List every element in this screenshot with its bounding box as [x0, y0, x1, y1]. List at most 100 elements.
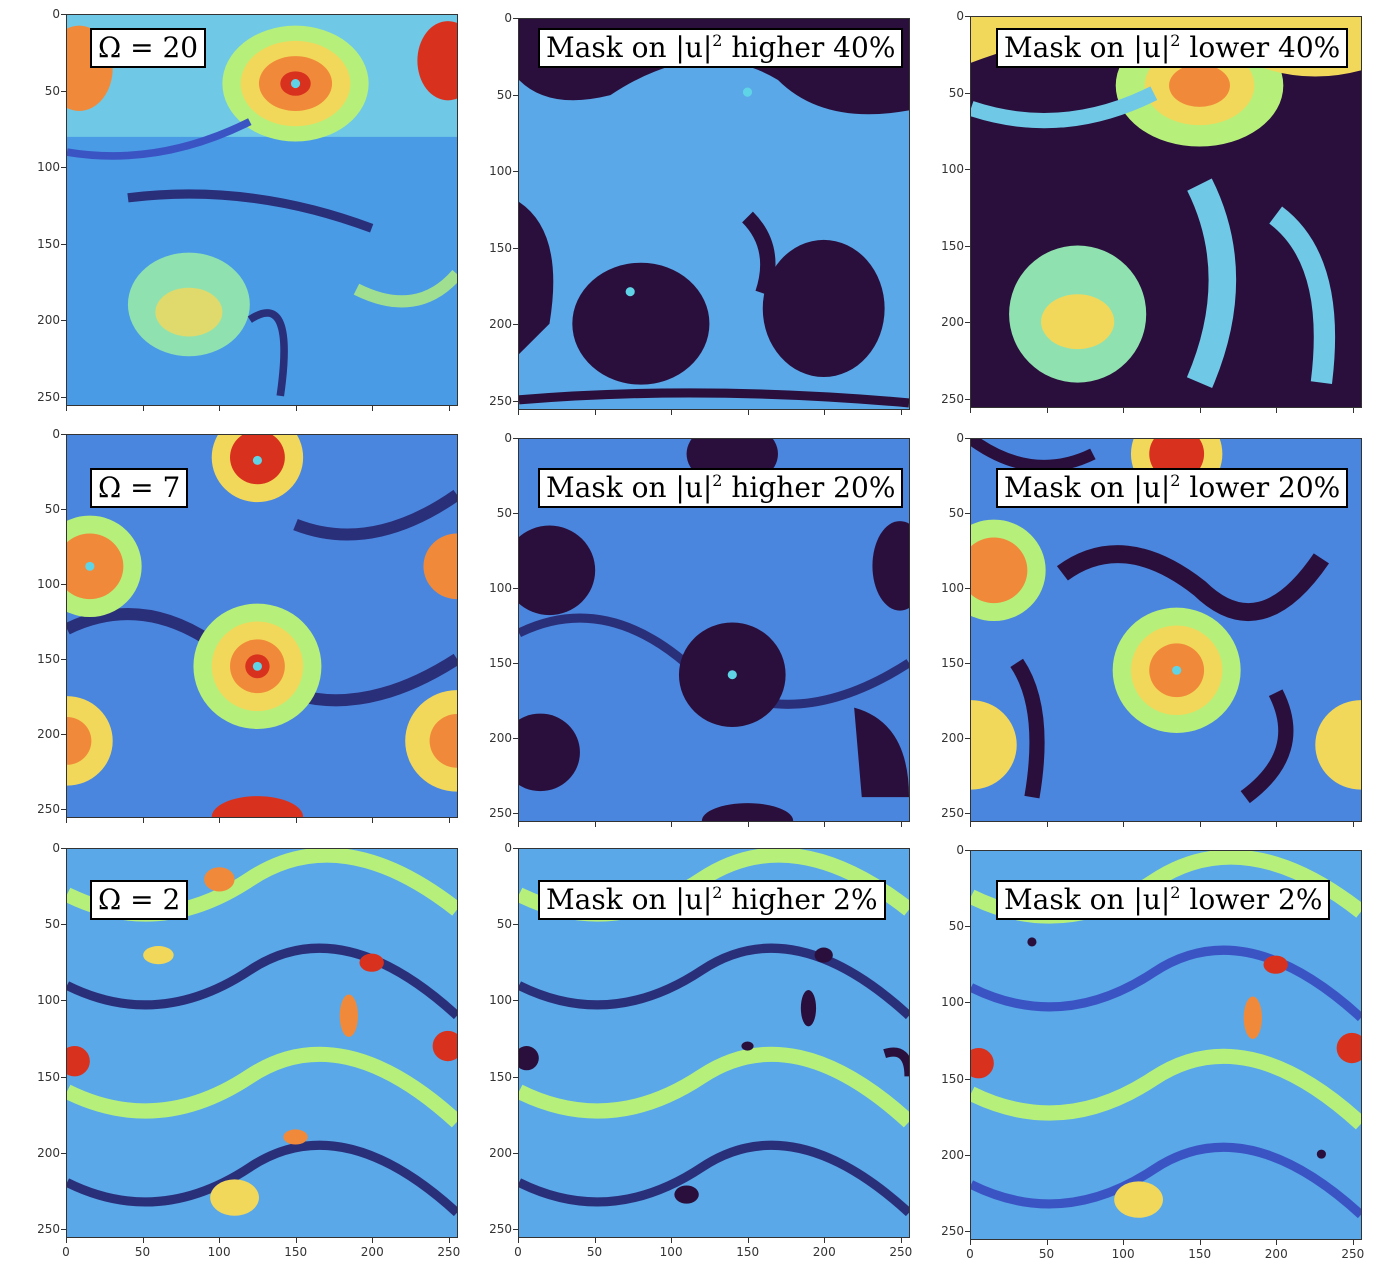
panel-title: Mask on |u|2 higher 2% [538, 880, 886, 920]
y-tick-label: 150 [941, 1071, 964, 1086]
y-tick-mark [513, 1228, 518, 1230]
x-tick-mark [1276, 822, 1278, 827]
y-tick-label: 100 [941, 162, 964, 177]
y-tick-mark [61, 848, 66, 849]
x-tick-mark [219, 818, 221, 823]
x-tick-mark [518, 822, 519, 827]
y-tick-label: 250 [941, 1223, 964, 1238]
y-tick-mark [965, 663, 970, 664]
y-tick-label: 50 [44, 917, 60, 932]
x-tick-mark [970, 1240, 971, 1245]
y-tick-label: 150 [941, 238, 964, 253]
x-tick-mark [1276, 408, 1278, 413]
y-tick-mark [965, 438, 970, 439]
y-tick-mark [965, 245, 970, 247]
y-tick-mark [965, 738, 970, 739]
mask-plot [518, 18, 910, 410]
y-tick-mark [965, 1154, 970, 1156]
y-tick-label: 0 [504, 431, 512, 445]
x-tick-mark [747, 410, 749, 415]
panel-title: Mask on |u|2 lower 20% [996, 468, 1349, 508]
y-tick-label: 0 [52, 7, 60, 21]
y-tick-mark [61, 1000, 66, 1002]
x-tick-mark [1046, 822, 1048, 827]
y-tick-mark [513, 247, 518, 249]
x-tick-mark [142, 1238, 144, 1243]
x-tick-mark [372, 406, 374, 411]
y-tick-label: 150 [37, 652, 60, 666]
x-tick-label: 0 [62, 1245, 70, 1259]
y-tick-label: 100 [489, 581, 512, 595]
y-tick-mark [965, 398, 970, 400]
mask-higher-40-image [519, 19, 909, 409]
x-tick-mark [66, 1238, 67, 1243]
x-tick-mark [448, 1238, 450, 1243]
y-tick-label: 100 [941, 581, 964, 595]
y-tick-mark [61, 924, 66, 926]
x-tick-label: 0 [966, 1247, 974, 1261]
x-tick-mark [671, 1238, 673, 1243]
x-tick-mark [594, 1238, 596, 1243]
x-tick-label: 150 [736, 1245, 760, 1259]
y-tick-mark [513, 738, 518, 739]
y-tick-mark [61, 1228, 66, 1230]
x-tick-mark [295, 1238, 297, 1243]
y-tick-label: 250 [37, 1221, 60, 1236]
x-tick-mark [295, 818, 297, 823]
y-tick-mark [513, 588, 518, 589]
y-tick-label: 50 [496, 506, 512, 520]
x-tick-mark [1199, 1240, 1201, 1245]
y-tick-mark [965, 322, 970, 324]
x-tick-label: 50 [586, 1245, 603, 1259]
y-tick-mark [965, 850, 970, 851]
x-tick-mark [747, 822, 749, 827]
y-tick-label: 150 [941, 656, 964, 670]
y-tick-mark [61, 243, 66, 245]
x-tick-label: 0 [514, 1245, 522, 1259]
x-tick-mark [142, 406, 144, 411]
x-tick-mark [1199, 408, 1201, 413]
x-tick-mark [594, 822, 596, 827]
x-tick-label: 250 [1341, 1247, 1365, 1261]
y-tick-mark [513, 94, 518, 96]
x-tick-mark [219, 1238, 221, 1243]
y-tick-label: 200 [941, 731, 964, 745]
panel-title: Mask on |u|2 higher 40% [538, 28, 904, 68]
y-tick-mark [513, 438, 518, 439]
y-tick-mark [61, 1076, 66, 1078]
field-plot [66, 14, 458, 406]
x-tick-mark [1352, 1240, 1354, 1245]
y-tick-label: 0 [52, 841, 60, 855]
x-tick-label: 150 [1188, 1247, 1212, 1261]
panel-title: Ω = 7 [90, 468, 189, 508]
x-tick-mark [900, 822, 902, 827]
y-tick-mark [513, 400, 518, 402]
x-tick-mark [900, 410, 902, 415]
y-tick-mark [513, 171, 518, 173]
x-tick-mark [1123, 408, 1125, 413]
y-tick-label: 200 [941, 1147, 964, 1162]
y-tick-mark [61, 734, 66, 735]
y-tick-label: 0 [956, 431, 964, 445]
y-tick-mark [61, 90, 66, 92]
y-tick-label: 100 [489, 164, 512, 179]
x-tick-mark [518, 410, 519, 415]
y-tick-label: 50 [948, 85, 964, 100]
y-tick-label: 250 [489, 806, 512, 820]
y-tick-label: 50 [948, 506, 964, 520]
x-tick-mark [448, 818, 450, 823]
y-tick-label: 0 [52, 427, 60, 441]
y-tick-label: 100 [37, 577, 60, 591]
x-tick-mark [900, 1238, 902, 1243]
x-tick-mark [1046, 408, 1048, 413]
y-tick-mark [965, 1002, 970, 1004]
y-tick-label: 200 [37, 727, 60, 741]
x-tick-mark [1352, 822, 1354, 827]
x-tick-mark [1199, 822, 1201, 827]
y-tick-label: 250 [489, 1221, 512, 1236]
x-tick-mark [372, 818, 374, 823]
x-tick-label: 100 [1111, 1247, 1135, 1261]
y-tick-mark [61, 320, 66, 322]
y-tick-mark [965, 926, 970, 928]
y-tick-mark [61, 167, 66, 169]
